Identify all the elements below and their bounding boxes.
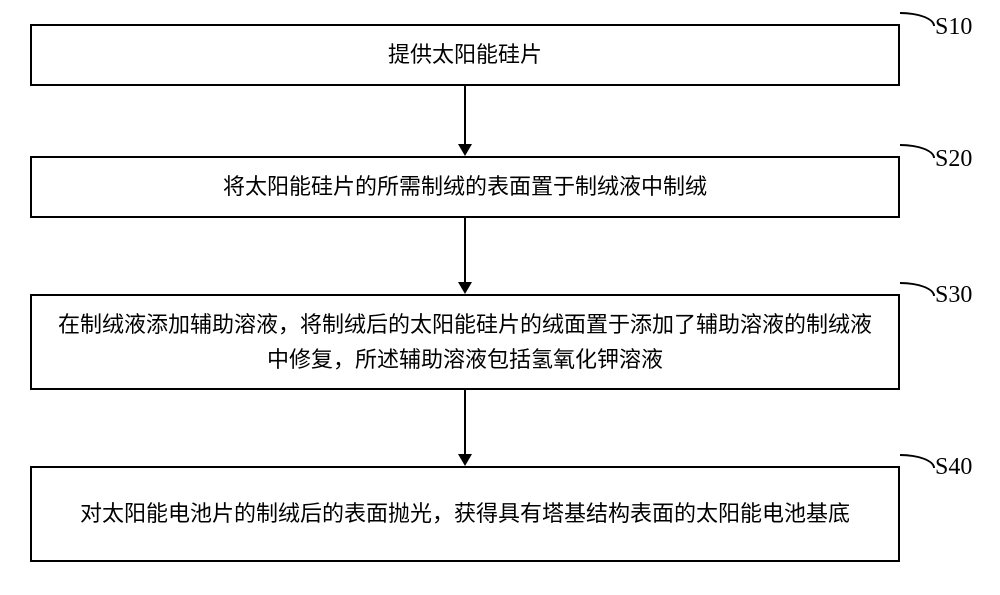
- flow-arrow-head: [458, 282, 472, 294]
- flow-step-label-S10: S10: [935, 14, 972, 41]
- flow-step-label-S30: S30: [935, 282, 972, 309]
- flow-step-S10: 提供太阳能硅片: [30, 24, 900, 86]
- label-connector: [900, 144, 935, 158]
- flow-arrow-head: [458, 454, 472, 466]
- flow-step-S40: 对太阳能电池片的制绒后的表面抛光，获得具有塔基结构表面的太阳能电池基底: [30, 466, 900, 562]
- flow-step-label-S20: S20: [935, 146, 972, 173]
- flow-step-text: 将太阳能硅片的所需制绒的表面置于制绒液中制绒: [223, 169, 707, 204]
- flow-arrow-line: [464, 390, 466, 457]
- label-connector: [900, 454, 935, 468]
- flow-step-S30: 在制绒液添加辅助溶液，将制绒后的太阳能硅片的绒面置于添加了辅助溶液的制绒液中修复…: [30, 294, 900, 390]
- label-connector: [900, 282, 935, 296]
- flow-step-text: 在制绒液添加辅助溶液，将制绒后的太阳能硅片的绒面置于添加了辅助溶液的制绒液中修复…: [48, 307, 882, 377]
- flow-step-text: 对太阳能电池片的制绒后的表面抛光，获得具有塔基结构表面的太阳能电池基底: [80, 496, 850, 531]
- flow-step-S20: 将太阳能硅片的所需制绒的表面置于制绒液中制绒: [30, 156, 900, 218]
- flow-arrow-head: [458, 144, 472, 156]
- flow-arrow-line: [464, 218, 466, 285]
- label-connector: [900, 12, 935, 26]
- flow-step-label-S40: S40: [935, 454, 972, 481]
- flow-arrow-line: [464, 86, 466, 147]
- flow-step-text: 提供太阳能硅片: [388, 37, 542, 72]
